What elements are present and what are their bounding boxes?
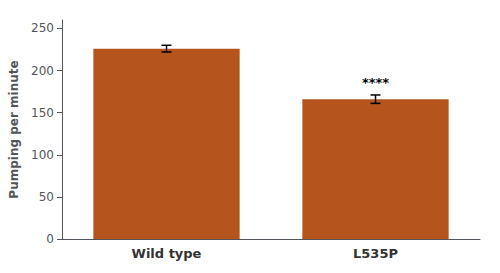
svg-text:Wild type: Wild type — [132, 246, 202, 261]
svg-text:200: 200 — [31, 64, 54, 78]
svg-text:****: **** — [362, 75, 389, 90]
svg-text:L535P: L535P — [353, 246, 398, 261]
svg-text:150: 150 — [31, 106, 54, 120]
svg-text:100: 100 — [31, 148, 54, 162]
svg-text:250: 250 — [31, 21, 54, 35]
svg-text:0: 0 — [46, 232, 54, 246]
svg-text:50: 50 — [39, 190, 54, 204]
svg-text:Pumping per minute: Pumping per minute — [7, 60, 21, 198]
